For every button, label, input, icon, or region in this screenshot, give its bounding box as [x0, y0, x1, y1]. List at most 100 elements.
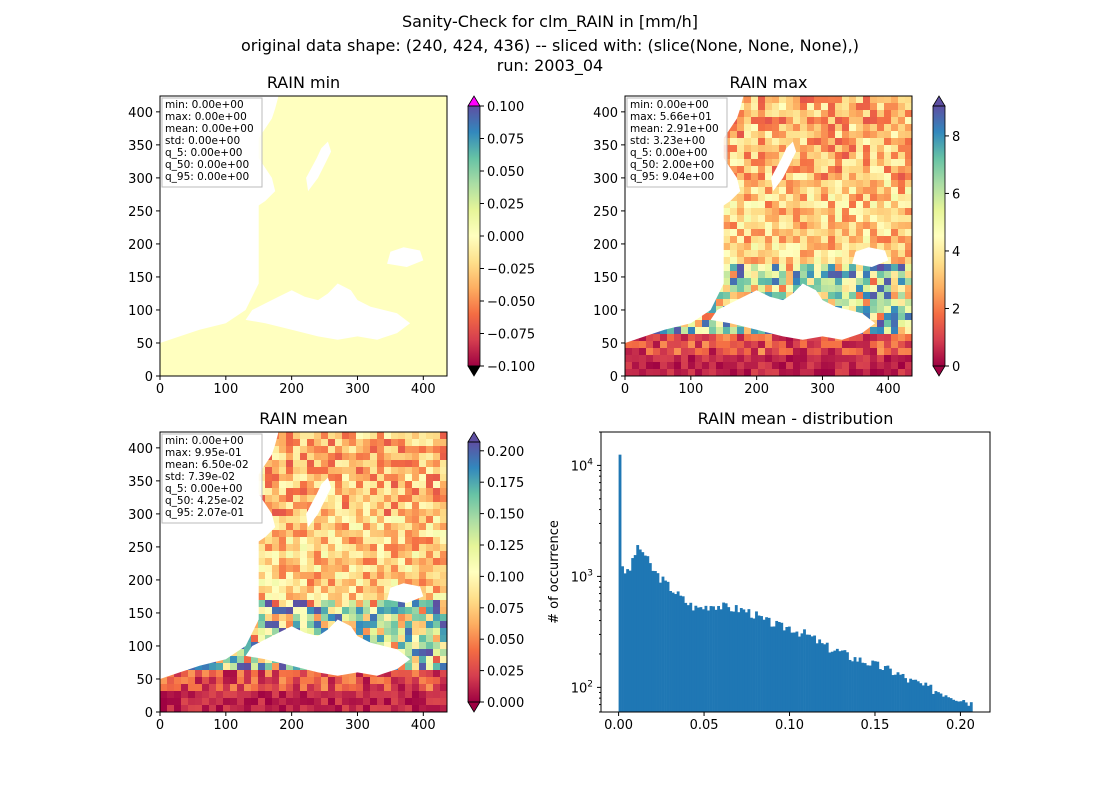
colorbar-frame: [467, 441, 481, 703]
colorbar-tick-label: 6: [952, 187, 960, 202]
histogram-bar: [775, 620, 779, 712]
histogram-bar: [881, 670, 885, 712]
x-tick-label: 100: [213, 382, 238, 397]
stats-line: std: 0.00e+00: [165, 135, 240, 147]
histogram-bar: [653, 571, 657, 712]
stats-line: mean: 2.91e+00: [630, 123, 719, 135]
colorbar-extend-top: [467, 95, 481, 107]
y-tick-label: 150: [128, 271, 153, 286]
stats-line: mean: 0.00e+00: [165, 123, 254, 135]
histogram-bar: [800, 633, 804, 712]
histogram-bar: [904, 678, 907, 712]
histogram-bar: [729, 611, 733, 712]
histogram-bar: [712, 606, 715, 712]
x-tick-label: 0: [621, 382, 629, 397]
histogram-bar: [707, 610, 710, 712]
colorbar-tick-label: 0.075: [487, 602, 524, 617]
histogram-bar: [674, 594, 678, 712]
stats-box: [161, 97, 263, 188]
histogram-bar: [815, 643, 819, 712]
sea-mask: [387, 247, 424, 267]
colorbar-tick-label: −0.025: [487, 263, 535, 278]
histogram-bar: [752, 618, 756, 712]
histogram-bar: [719, 609, 723, 712]
histogram-bar: [621, 566, 624, 712]
axes-frame: [600, 431, 991, 713]
histogram-bar: [767, 617, 771, 712]
histogram-bar: [785, 627, 789, 712]
histogram-bar: [777, 621, 781, 712]
colorbar-tick-label: 0.025: [487, 665, 524, 680]
histogram-bar: [828, 652, 832, 712]
x-tick-label: 200: [744, 382, 769, 397]
histogram-bar: [757, 615, 761, 712]
y-tick-label: 150: [128, 607, 153, 622]
histogram-bar: [765, 617, 768, 712]
histogram-bar: [853, 657, 857, 712]
histogram-bar: [770, 626, 774, 712]
histogram-bar: [717, 605, 720, 712]
stats-line: q_50: 4.25e-02: [165, 495, 244, 507]
x-tick-label: 200: [279, 382, 304, 397]
figure-title-line-3: run: 2003_04: [496, 56, 604, 75]
histogram-bar: [840, 650, 844, 712]
x-tick-label: 300: [810, 382, 835, 397]
histogram-bar: [959, 701, 963, 712]
stats-line: std: 3.23e+00: [630, 135, 705, 147]
stats-line: q_5: 0.00e+00: [630, 147, 707, 159]
colorbar-fill: [468, 106, 480, 366]
colorbar: 0.000 0.025 0.050 0.075 0.100 0.125 0.150 0.175…: [467, 431, 524, 713]
y-tick-label: 150: [593, 271, 618, 286]
figure-title-line-2: original data shape: (240, 424, 436) -- …: [241, 36, 859, 55]
histogram-bar: [949, 698, 953, 712]
x-tick-label: 400: [411, 718, 436, 733]
panel-title: RAIN max: [729, 73, 807, 92]
stats-line: q_50: 2.00e+00: [630, 159, 714, 171]
y-tick-label: 400: [593, 106, 618, 121]
colorbar-tick-label: 2: [952, 302, 960, 317]
y-axis-label: # of occurrence: [547, 520, 562, 624]
histogram-bar: [889, 668, 892, 712]
map-panel-1: RAIN max 0 100 200 300 400 0 50 100 150 200 250 300 3…: [593, 73, 960, 397]
colorbar-tick-label: −0.050: [487, 295, 535, 310]
histogram-bar: [962, 700, 966, 712]
colorbar-tick-label: 0.150: [487, 508, 524, 523]
histogram-bar: [795, 631, 799, 712]
histogram-bar: [656, 573, 660, 712]
histogram-bar: [626, 569, 630, 712]
y-tick-label: 200: [593, 238, 618, 253]
stats-line: q_95: 2.07e-01: [165, 507, 244, 519]
histogram-bar: [755, 611, 758, 712]
histogram-bar: [916, 681, 920, 712]
map-panel-2: RAIN mean 0 100 200 300 400 0 50 100 150 200 250 300…: [128, 409, 524, 733]
histogram-bar: [939, 693, 943, 712]
histogram-bar: [954, 700, 958, 712]
x-tick-label: 0.00: [604, 718, 633, 733]
histogram-bar: [628, 570, 632, 712]
histogram-bar: [906, 682, 910, 712]
histogram-bar: [669, 591, 672, 712]
x-tick-label: 0.20: [946, 718, 975, 733]
histogram-bar: [863, 663, 867, 712]
histogram-bar: [914, 679, 918, 712]
histogram-bar: [823, 644, 827, 712]
histogram-bar: [871, 660, 875, 712]
histogram-bar: [623, 573, 627, 712]
y-tick-label: 300: [128, 508, 153, 523]
histogram-bar: [742, 609, 746, 712]
histogram-bar: [790, 632, 794, 712]
colorbar-tick-label: 0.050: [487, 633, 524, 648]
x-tick-label: 400: [876, 382, 901, 397]
histogram-bar: [798, 636, 801, 712]
histogram-bar: [813, 635, 817, 712]
colorbar-extend-top: [467, 431, 481, 443]
y-tick-label: 200: [128, 574, 153, 589]
histogram-bar: [648, 563, 652, 712]
histogram-bar: [696, 607, 700, 712]
x-tick-label: 300: [345, 718, 370, 733]
histogram-bar: [924, 682, 928, 712]
histogram-bar: [942, 696, 945, 712]
histogram-bar: [772, 626, 776, 712]
histogram-bar: [929, 684, 933, 712]
